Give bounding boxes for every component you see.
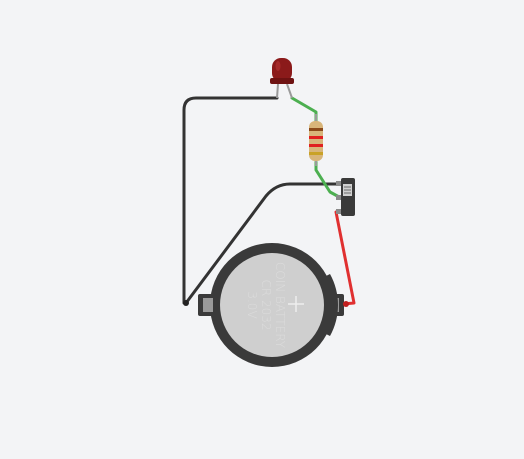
coin-battery-tab-negative-metal: [203, 298, 213, 312]
coin-battery-label-3: 3.0V: [245, 291, 259, 318]
coin-battery-label-2: CR 2032: [259, 279, 273, 330]
power-terminal-dot[interactable]: [343, 301, 349, 307]
slide-switch-pin: [336, 181, 341, 186]
ground-terminal-dot[interactable]: [183, 300, 189, 306]
signal-wire-led-resistor[interactable]: [290, 96, 318, 123]
signal-wire-resistor-switch[interactable]: [314, 160, 343, 200]
led-leg-anode: [286, 83, 293, 99]
coin-battery-icon: [220, 253, 324, 357]
coin-battery[interactable]: COIN BATTERY CR 2032 3.0V: [198, 243, 344, 367]
power-wire[interactable]: [334, 210, 356, 306]
coin-battery-label-1: COIN BATTERY: [273, 262, 287, 349]
slide-switch-pin: [336, 209, 341, 214]
led-rim: [270, 78, 294, 84]
slide-switch-pin: [336, 195, 341, 200]
resistor-band-2: [309, 136, 323, 139]
led-leg-cathode: [276, 83, 279, 99]
led-highlight: [275, 61, 281, 71]
resistor-band-4: [309, 152, 323, 155]
slide-switch-icon: [341, 178, 355, 216]
ground-wire-led[interactable]: [182, 96, 279, 305]
resistor-band-3: [309, 144, 323, 147]
coin-battery-clip: [318, 274, 339, 336]
ground-wire-switch[interactable]: [184, 182, 343, 305]
resistor-band-1: [309, 128, 323, 131]
resistor[interactable]: [309, 114, 323, 166]
slide-switch[interactable]: [336, 178, 355, 216]
led[interactable]: [270, 58, 294, 99]
